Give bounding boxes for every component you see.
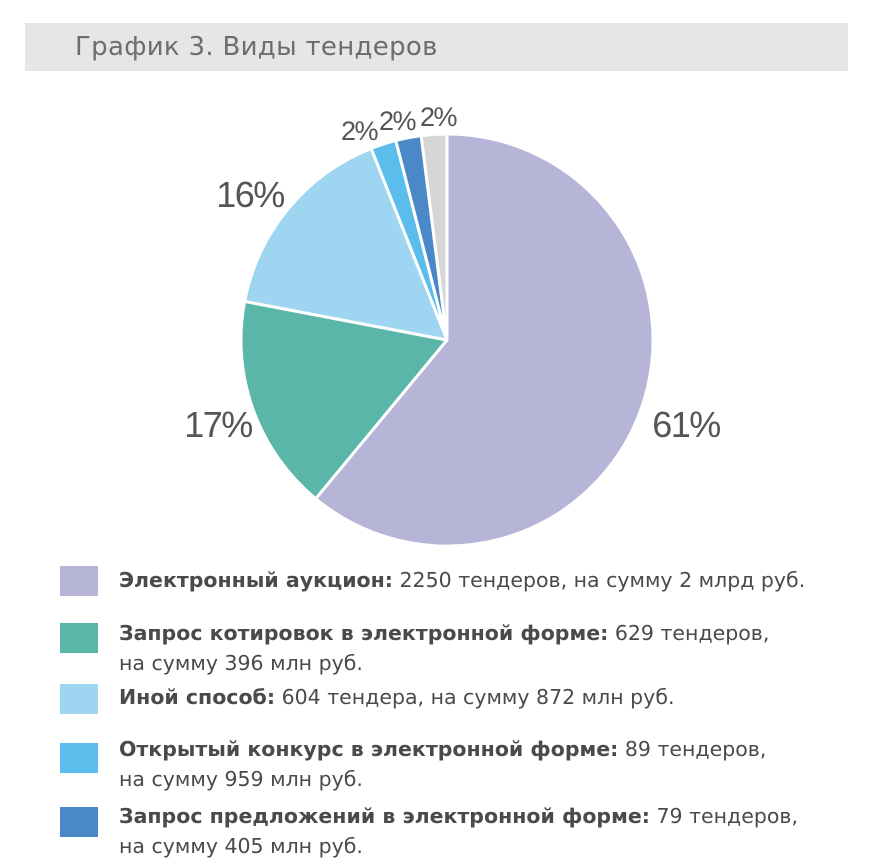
slice-percent-label: 61%	[652, 404, 720, 445]
slice-percent-label: 2%	[341, 116, 379, 146]
slice-percent-label: 2%	[379, 106, 417, 136]
pie-slice	[419, 132, 449, 342]
slice-percent-label: 16%	[216, 174, 284, 215]
pie-slice	[239, 299, 449, 501]
chart-title: График 3. Виды тендеров	[75, 32, 438, 62]
slice-percent-label: 2%	[420, 102, 458, 132]
pie-labels: 61%17%16%2% 2% 2%	[184, 102, 722, 445]
slice-percent-label: 17%	[184, 404, 252, 445]
pie-slice	[243, 146, 449, 342]
pie-slice	[314, 132, 655, 548]
pie-slices	[239, 132, 655, 548]
chart-title-bar: График 3. Виды тендеров	[25, 23, 848, 71]
